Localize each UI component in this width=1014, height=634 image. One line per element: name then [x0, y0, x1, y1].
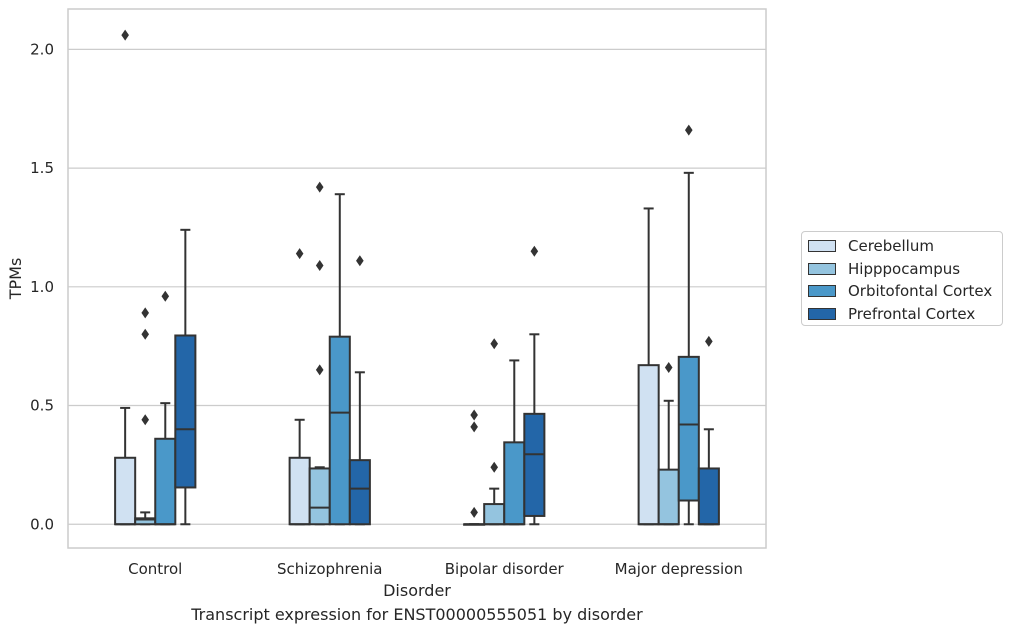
figure-caption: Transcript expression for ENST0000055505… — [191, 605, 643, 624]
legend-item-prefrontal-cortex: Prefrontal Cortex — [808, 304, 975, 324]
iqr-box — [523, 412, 546, 517]
legend-label: Cerebellum — [848, 237, 934, 255]
iqr-box — [677, 355, 700, 502]
box-orbitofontal-cortex-schizophrenia — [328, 193, 351, 526]
plot-area-frame — [67, 8, 767, 549]
box-prefrontal-cortex-bipolar-disorder — [523, 245, 546, 526]
outlier-marker — [490, 338, 499, 350]
iqr-box — [114, 456, 137, 526]
legend-item-orbitofrontal-cortex: Orbitofontal Cortex — [808, 281, 992, 301]
legend-swatch-orbitofrontal-cortex — [808, 285, 836, 297]
outlier-marker — [470, 421, 478, 433]
iqr-box — [483, 503, 506, 526]
outlier-marker — [141, 307, 150, 319]
x-axis-title: Disorder — [383, 581, 451, 600]
outlier-marker — [141, 328, 150, 340]
outlier-marker — [315, 181, 324, 193]
box-hipppocampus-bipolar-disorder — [483, 338, 506, 526]
legend-label: Prefrontal Cortex — [848, 305, 976, 323]
legend-item-hippocampus: Hipppocampus — [808, 259, 960, 279]
iqr-box — [328, 335, 351, 526]
legend-swatch-hippocampus — [808, 263, 836, 275]
iqr-box — [637, 364, 660, 526]
iqr-box — [288, 456, 311, 526]
legend-swatch-cerebellum — [808, 240, 836, 252]
boxes — [114, 29, 720, 526]
y-tick-label: 1.0 — [30, 278, 54, 296]
legend-label: Hipppocampus — [848, 260, 961, 278]
box-prefrontal-cortex-major-depression — [697, 335, 720, 526]
outlier-marker — [470, 506, 478, 518]
iqr-box — [503, 441, 526, 526]
outlier-marker — [470, 409, 478, 421]
box-cerebellum-schizophrenia — [288, 248, 311, 526]
box-prefrontal-cortex-control — [174, 228, 197, 526]
legend-label: Orbitofontal Cortex — [848, 282, 993, 300]
outlier-marker — [684, 124, 693, 136]
y-tick-label: 0.5 — [30, 397, 54, 415]
x-tick-label: Control — [128, 560, 182, 578]
outlier-marker — [356, 255, 364, 267]
outlier-marker — [315, 364, 324, 376]
iqr-box — [657, 468, 680, 526]
y-tick-label: 0.0 — [30, 515, 54, 533]
box-hipppocampus-major-depression — [657, 362, 680, 526]
box-hipppocampus-control — [134, 307, 157, 526]
outlier-marker — [315, 259, 324, 271]
y-axis-title: TPMs — [6, 258, 25, 301]
box-cerebellum-major-depression — [637, 207, 660, 526]
outlier-marker — [490, 461, 499, 473]
iqr-box — [308, 467, 331, 526]
outlier-marker — [530, 245, 539, 257]
x-tick-label: Major depression — [615, 560, 743, 578]
outlier-marker — [664, 362, 673, 374]
box-orbitofontal-cortex-control — [154, 290, 177, 526]
x-axis-ticks: Control Schizophrenia Bipolar disorder Majo… — [128, 560, 743, 578]
iqr-box — [154, 437, 177, 526]
legend: Cerebellum Hipppocampus Orbitofontal Cor… — [801, 231, 1003, 326]
y-tick-label: 1.5 — [30, 159, 54, 177]
outlier-marker — [295, 248, 304, 260]
legend-item-cerebellum: Cerebellum — [808, 236, 934, 256]
box-orbitofontal-cortex-bipolar-disorder — [503, 359, 526, 526]
iqr-box — [697, 467, 720, 526]
box-cerebellum-control — [114, 29, 137, 526]
outlier-marker — [161, 290, 170, 302]
y-axis-ticks: 0.0 0.5 1.0 1.5 2.0 — [30, 40, 54, 533]
box-prefrontal-cortex-schizophrenia — [348, 255, 371, 526]
box-hipppocampus-schizophrenia — [308, 181, 331, 526]
x-tick-label: Schizophrenia — [277, 560, 382, 578]
box-orbitofontal-cortex-major-depression — [677, 124, 700, 526]
outlier-marker — [121, 29, 129, 41]
x-tick-label: Bipolar disorder — [445, 560, 565, 578]
iqr-box — [174, 334, 197, 489]
outlier-marker — [141, 414, 150, 426]
legend-swatch-prefrontal-cortex — [808, 308, 836, 320]
iqr-box — [348, 459, 371, 526]
y-tick-label: 2.0 — [30, 40, 54, 58]
box-cerebellum-bipolar-disorder — [463, 409, 486, 526]
outlier-marker — [705, 335, 713, 347]
